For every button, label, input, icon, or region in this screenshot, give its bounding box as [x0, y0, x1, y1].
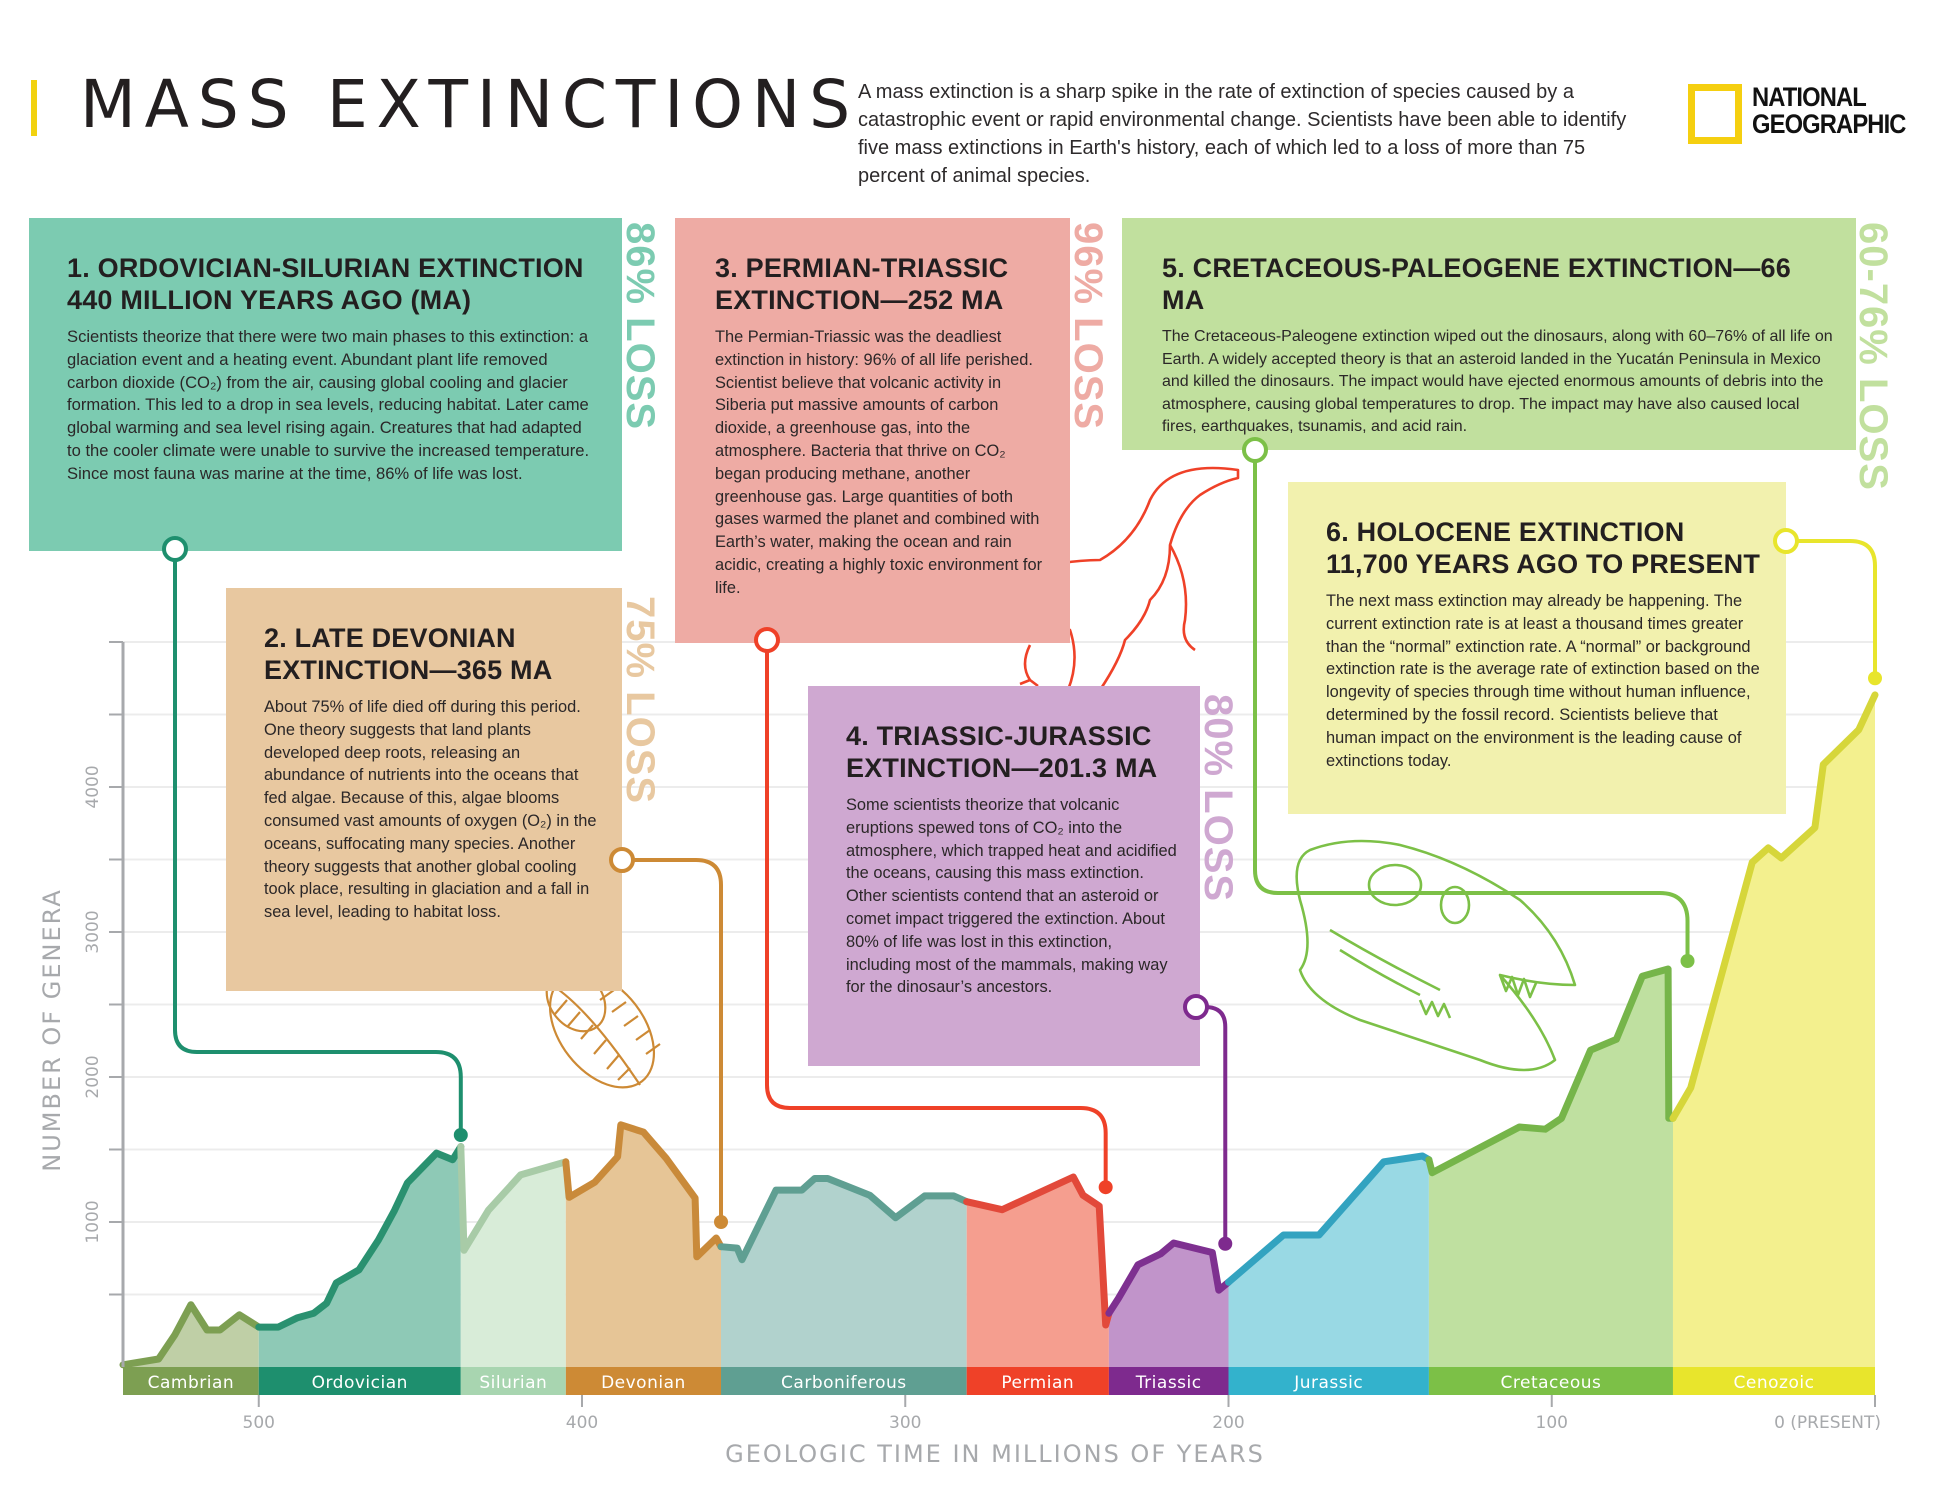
- card-title-line-2: EXTINCTION—201.3 MA: [846, 753, 1158, 783]
- line-triassic: [1105, 1239, 1232, 1317]
- period-label-cenozoic: Cenozoic: [1734, 1373, 1815, 1393]
- area-cenozoic: [1672, 694, 1875, 1367]
- card-body: About 75% of life died off during this p…: [264, 698, 597, 922]
- period-bands: Cambrian Ordovician Silurian Devonian Carbon…: [123, 1367, 1875, 1395]
- card-title-line-1: 6. HOLOCENE EXTINCTION: [1326, 517, 1685, 547]
- intro-paragraph: A mass extinction is a sharp spike in th…: [858, 81, 1627, 187]
- extinction-card-triassic-jurassic: 4. TRIASSIC-JURASSIC EXTINCTION—201.3 MA …: [808, 686, 1200, 1066]
- line-cretaceous: [1425, 965, 1677, 1177]
- loss-label-permian-triassic: 96% LOSS: [1066, 222, 1110, 431]
- x-tick-label: 200: [1212, 1413, 1244, 1433]
- card-title-line-1: 2. LATE DEVONIAN: [264, 623, 516, 653]
- x-axis: 500 400 300 200 100 0 (PRESENT): [243, 1395, 1881, 1433]
- area-permian: [966, 1177, 1109, 1367]
- page-title: MASS EXTINCTIONS: [80, 66, 859, 143]
- national-geographic-logo-icon: [1688, 84, 1742, 144]
- period-band-cretaceous: [1428, 1367, 1673, 1395]
- y-tick-label: 3000: [83, 910, 103, 953]
- period-label-ordovician: Ordovician: [312, 1373, 408, 1393]
- period-label-permian: Permian: [1001, 1373, 1074, 1393]
- card-title-line-2: 11,700 YEARS AGO TO PRESENT: [1326, 549, 1761, 579]
- area-cretaceous: [1428, 969, 1673, 1367]
- card-title: 1. ORDOVICIAN-SILURIAN EXTINCTION 440 MIL…: [67, 252, 592, 316]
- period-label-cambrian: Cambrian: [148, 1373, 235, 1393]
- chart-area-fills: [123, 694, 1875, 1367]
- card-title-line-1: 5. CRETACEOUS-PALEOGENE EXTINCTION—66 MA: [1162, 253, 1791, 315]
- period-label-triassic: Triassic: [1135, 1373, 1202, 1393]
- area-cambrian: [123, 1304, 259, 1367]
- card-title-line-1: 1. ORDOVICIAN-SILURIAN EXTINCTION: [67, 253, 584, 283]
- card-body: Some scientists theorize that volcanic e…: [846, 796, 1177, 997]
- period-label-cretaceous: Cretaceous: [1501, 1373, 1602, 1393]
- period-band-jurassic: [1228, 1367, 1429, 1395]
- card-title-line-2: 440 MILLION YEARS AGO (MA): [67, 285, 472, 315]
- y-tick-label: 2000: [83, 1055, 103, 1098]
- loss-label-late-devonian: 75% LOSS: [618, 596, 662, 805]
- card-body: The next mass extinction may already be …: [1326, 592, 1760, 770]
- period-label-devonian: Devonian: [601, 1373, 686, 1393]
- period-band-carboniferous: [721, 1367, 967, 1395]
- x-tick-label: 300: [889, 1413, 921, 1433]
- extinction-card-late-devonian: 2. LATE DEVONIAN EXTINCTION—365 MA About …: [226, 588, 622, 991]
- card-title: 2. LATE DEVONIAN EXTINCTION—365 MA: [264, 622, 602, 686]
- card-body: The Permian-Triassic was the deadliest e…: [715, 328, 1043, 597]
- area-triassic: [1108, 1243, 1229, 1367]
- period-band-silurian: [460, 1367, 566, 1395]
- line-jurassic: [1225, 1152, 1433, 1286]
- period-label-jurassic: Jurassic: [1293, 1373, 1363, 1393]
- logo-line-1: NATIONAL: [1752, 82, 1867, 112]
- area-carboniferous: [721, 1178, 967, 1367]
- x-tick-label: 0 (PRESENT): [1774, 1413, 1881, 1433]
- title-accent-bar: [31, 80, 37, 136]
- x-axis-title: GEOLOGIC TIME IN MILLIONS OF YEARS: [725, 1440, 1265, 1468]
- line-silurian: [457, 1143, 570, 1254]
- period-band-devonian: [565, 1367, 722, 1395]
- loss-label-cretaceous-paleogene: 60-76% LOSS: [1851, 222, 1895, 491]
- card-title: 5. CRETACEOUS-PALEOGENE EXTINCTION—66 MA: [1162, 252, 1836, 316]
- area-ordovician: [258, 1146, 461, 1367]
- x-tick-label: 500: [243, 1413, 275, 1433]
- y-axis-title: NUMBER OF GENERA: [38, 888, 66, 1171]
- extinction-card-permian-triassic: 3. PERMIAN-TRIASSIC EXTINCTION—252 MA The…: [675, 218, 1070, 643]
- trex-skull-icon: [1295, 839, 1577, 1072]
- card-title: 6. HOLOCENE EXTINCTION 11,700 YEARS AGO T…: [1326, 516, 1766, 580]
- loss-label-ordovician-silurian: 86% LOSS: [618, 222, 662, 431]
- national-geographic-logo: NATIONAL GEOGRAPHIC: [1752, 84, 1906, 138]
- extinction-card-ordovician-silurian: 1. ORDOVICIAN-SILURIAN EXTINCTION 440 MIL…: [29, 218, 622, 551]
- area-silurian: [460, 1146, 566, 1367]
- period-band-triassic: [1108, 1367, 1229, 1395]
- card-title: 4. TRIASSIC-JURASSIC EXTINCTION—201.3 MA: [846, 720, 1180, 784]
- extinction-card-cretaceous-paleogene: 5. CRETACEOUS-PALEOGENE EXTINCTION—66 MA…: [1122, 218, 1856, 450]
- y-tick-label: 4000: [83, 765, 103, 808]
- logo-line-2: GEOGRAPHIC: [1752, 109, 1906, 139]
- extinction-card-holocene: 6. HOLOCENE EXTINCTION 11,700 YEARS AGO T…: [1288, 482, 1786, 814]
- x-tick-label: 100: [1536, 1413, 1568, 1433]
- card-title: 3. PERMIAN-TRIASSIC EXTINCTION—252 MA: [715, 252, 1050, 316]
- card-title-line-1: 3. PERMIAN-TRIASSIC: [715, 253, 1009, 283]
- loss-label-triassic-jurassic: 80% LOSS: [1196, 694, 1240, 903]
- y-tick-label: 1000: [83, 1200, 103, 1243]
- period-band-ordovician: [258, 1367, 461, 1395]
- x-tick-label: 400: [566, 1413, 598, 1433]
- card-title-line-1: 4. TRIASSIC-JURASSIC: [846, 721, 1152, 751]
- card-body: The Cretaceous-Paleogene extinction wipe…: [1162, 328, 1833, 435]
- area-jurassic: [1228, 1156, 1429, 1367]
- line-ordovician: [255, 1143, 465, 1331]
- period-label-carboniferous: Carboniferous: [781, 1373, 907, 1393]
- period-band-cambrian: [123, 1367, 259, 1395]
- period-label-silurian: Silurian: [479, 1373, 547, 1393]
- period-band-permian: [966, 1367, 1109, 1395]
- line-cenozoic: [1669, 691, 1879, 1122]
- card-body: Scientists theorize that there were two …: [67, 327, 590, 483]
- card-title-line-2: EXTINCTION—365 MA: [264, 655, 553, 685]
- card-title-line-2: EXTINCTION—252 MA: [715, 285, 1004, 315]
- period-band-cenozoic: [1672, 1367, 1875, 1395]
- line-permian: [963, 1173, 1113, 1329]
- y-axis: 1000 2000 3000 4000: [83, 641, 125, 1367]
- line-cambrian: [119, 1301, 263, 1369]
